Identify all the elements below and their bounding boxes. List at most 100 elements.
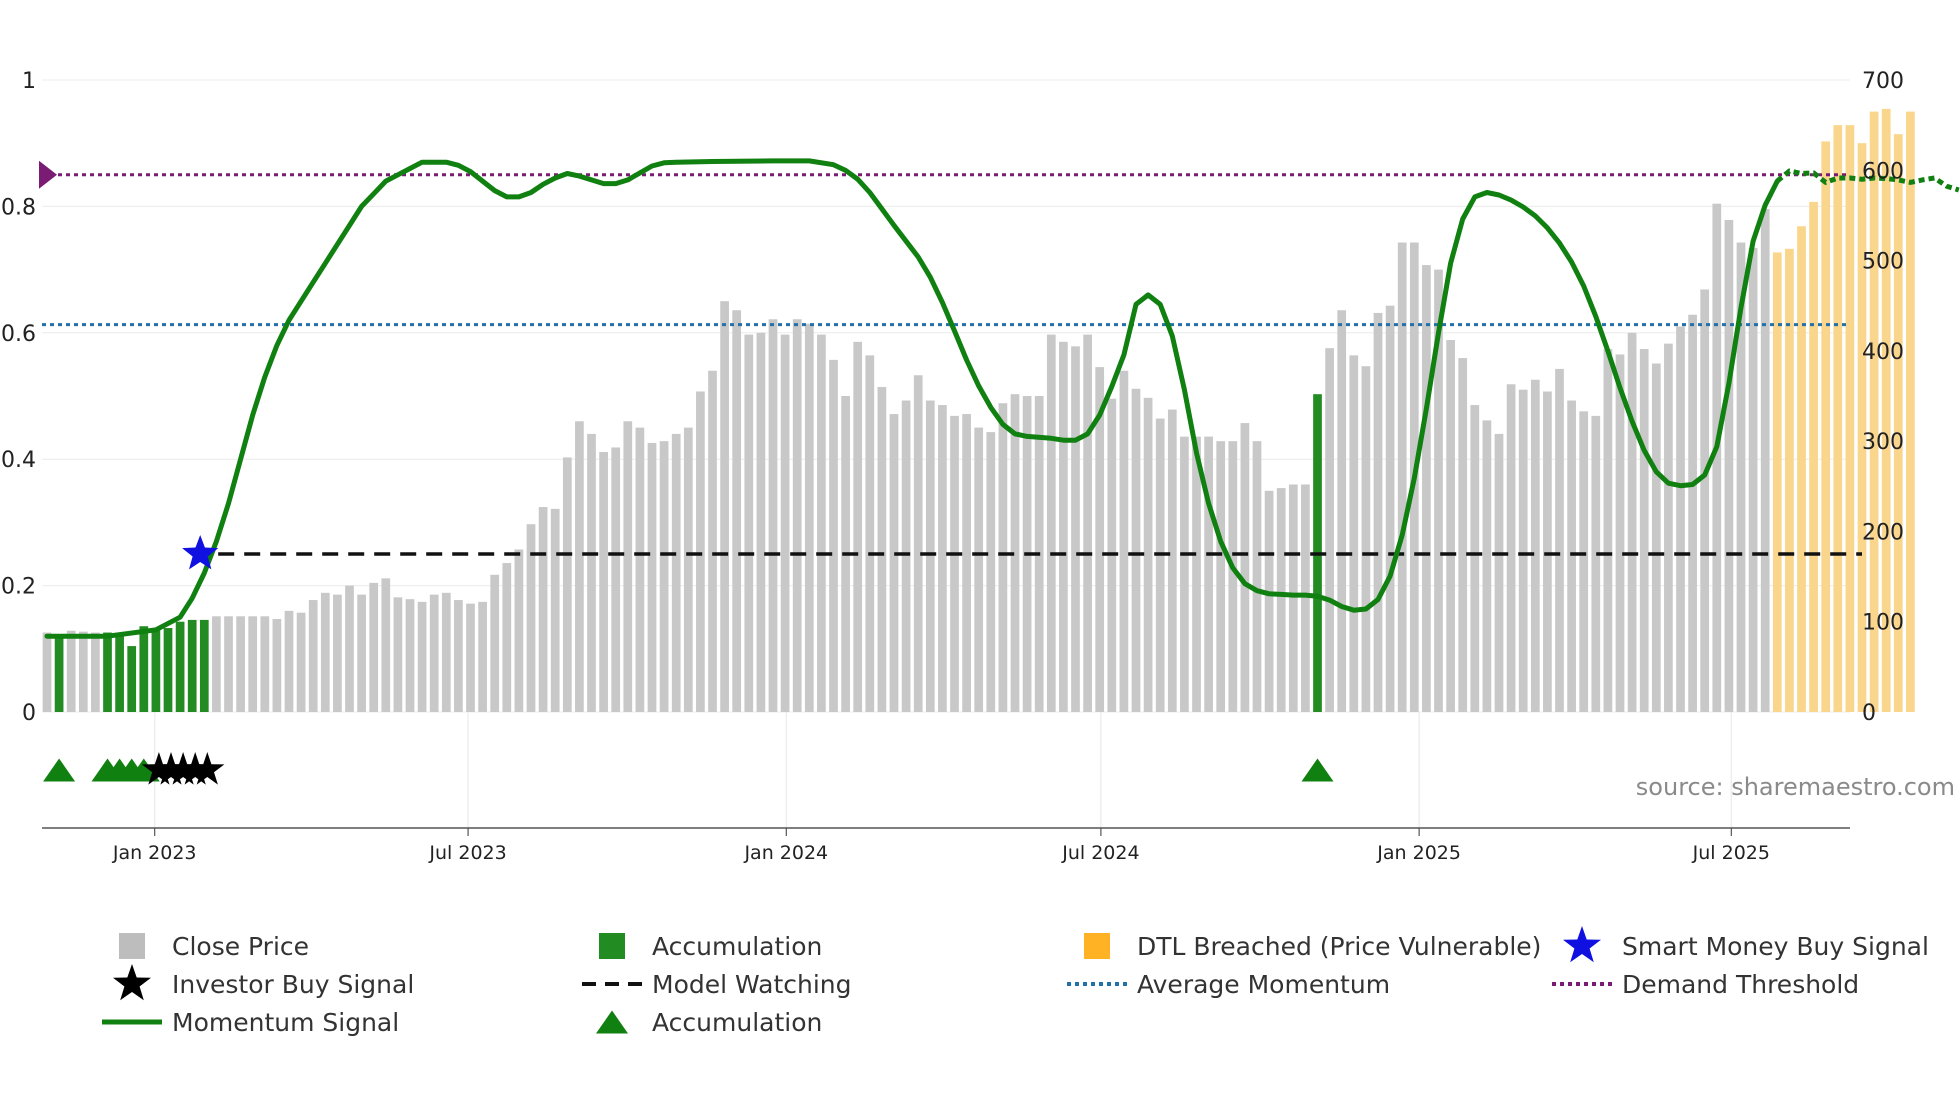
price-bar — [1603, 349, 1613, 712]
price-bar — [91, 632, 100, 712]
price-bar — [720, 301, 729, 712]
price-bar — [1204, 436, 1213, 712]
price-bar — [1010, 394, 1020, 712]
legend-label: Investor Buy Signal — [172, 970, 414, 999]
price-bar — [792, 319, 802, 712]
price-bar — [853, 341, 863, 712]
dtl-breached-bar — [1857, 143, 1867, 712]
legend-label: Average Momentum — [1137, 970, 1390, 999]
price-bar — [974, 427, 984, 712]
demand-threshold-marker — [39, 160, 57, 189]
legend-item: Momentum Signal — [102, 1008, 399, 1037]
price-bar — [575, 421, 584, 712]
dtl-breached-bar — [1893, 134, 1903, 712]
price-bar — [1434, 269, 1443, 712]
price-bar — [1143, 397, 1153, 712]
price-bar — [768, 319, 778, 712]
price-bar — [1192, 436, 1201, 712]
price-bar — [647, 442, 657, 712]
legend-label: Accumulation — [652, 1008, 822, 1037]
price-bar — [587, 433, 596, 712]
price-bar — [1361, 366, 1371, 712]
price-bar — [804, 323, 814, 712]
price-bar — [1288, 484, 1298, 712]
price-bar — [248, 616, 258, 712]
price-bar — [1167, 409, 1177, 712]
price-bar — [1385, 305, 1395, 712]
price-bar — [1446, 340, 1455, 712]
price-bar — [272, 619, 282, 712]
price-bar — [1518, 389, 1528, 712]
accumulation-bar — [199, 619, 209, 712]
price-bar — [1482, 420, 1492, 712]
price-bar — [417, 601, 427, 712]
price-bar — [466, 603, 475, 712]
price-bar — [1301, 484, 1310, 712]
price-bar — [441, 592, 451, 712]
y-left-tick-label: 0 — [22, 701, 36, 726]
dtl-breached-bar — [1845, 125, 1855, 712]
price-bar — [357, 594, 366, 712]
legend-label: DTL Breached (Price Vulnerable) — [1137, 932, 1541, 961]
price-bar — [1131, 388, 1141, 712]
investor-buy-star — [166, 752, 201, 785]
price-bar — [260, 616, 270, 712]
price-bar — [405, 599, 415, 712]
price-bar — [381, 578, 391, 712]
legend-item: DTL Breached (Price Vulnerable) — [1084, 932, 1541, 961]
y-left-tick-label: 0.6 — [1, 322, 36, 347]
investor-buy-star — [178, 752, 213, 785]
price-bar — [1651, 363, 1661, 712]
legend-item: Average Momentum — [1067, 970, 1390, 999]
price-bar — [1736, 242, 1746, 712]
price-bar — [1119, 370, 1129, 712]
line-layer — [39, 158, 1960, 639]
price-bar — [889, 414, 899, 712]
momentum-signal-line — [44, 158, 1780, 639]
legend-label: Close Price — [172, 932, 309, 961]
accumulation-bar — [115, 636, 124, 712]
price-bar — [1264, 490, 1274, 712]
price-bar — [478, 601, 487, 712]
price-bar — [1397, 242, 1407, 712]
legend: Close Price Accumulation DTL Breached (Pri… — [102, 926, 1929, 1037]
price-bar — [1579, 411, 1589, 712]
accumulation-bar — [127, 646, 137, 712]
y-right-tick-label: 400 — [1862, 340, 1904, 365]
source-label: source: sharemaestro.com — [1636, 773, 1955, 801]
y-right-tick-label: 0 — [1862, 701, 1876, 726]
y-right-tick-label: 700 — [1862, 69, 1904, 94]
price-bar — [817, 334, 826, 712]
price-bar — [1071, 346, 1080, 712]
dtl-breached-bar — [1809, 201, 1818, 712]
legend-label: Momentum Signal — [172, 1008, 399, 1037]
price-bar — [1276, 488, 1286, 712]
price-bar — [1627, 332, 1637, 712]
dtl-breached-bar — [1906, 111, 1915, 713]
investor-buy-star — [190, 752, 225, 785]
price-bar — [562, 457, 572, 712]
legend-dtl-swatch — [1084, 933, 1110, 959]
investor-buy-star — [153, 752, 189, 785]
x-tick-label: Jul 2024 — [1061, 842, 1139, 864]
price-bar — [236, 616, 245, 712]
price-bar — [502, 563, 512, 712]
price-bar — [1676, 326, 1685, 712]
price-bar — [708, 370, 717, 712]
price-bar — [611, 447, 621, 712]
price-bar — [1470, 405, 1480, 712]
price-bar — [1349, 355, 1359, 712]
x-tick-label: Jul 2023 — [428, 842, 506, 864]
price-bar — [756, 332, 766, 712]
price-bar — [1700, 289, 1710, 712]
price-bar — [1252, 441, 1262, 712]
price-bar — [320, 592, 330, 712]
legend-label: Demand Threshold — [1622, 970, 1859, 999]
price-bar — [877, 386, 887, 712]
x-tick-label: Jan 2023 — [112, 842, 197, 864]
price-bar — [1083, 334, 1092, 712]
price-bar — [1422, 265, 1431, 712]
investor-buy-star — [141, 752, 176, 785]
price-bar — [66, 630, 76, 712]
x-tick-label: Jan 2025 — [1376, 842, 1461, 864]
